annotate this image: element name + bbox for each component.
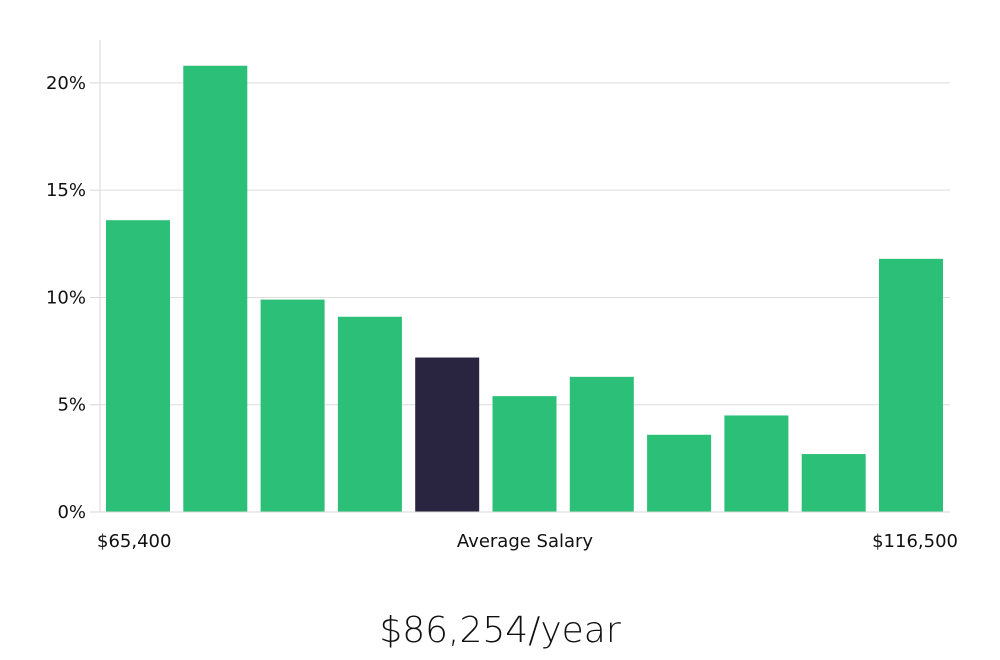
x-max-label: $116,500 <box>872 531 958 552</box>
y-tick-label: 5% <box>57 395 86 416</box>
y-tick-label: 15% <box>46 180 86 201</box>
highlighted-bar <box>415 357 480 512</box>
x-center-label: Average Salary <box>457 531 594 552</box>
bar <box>724 415 789 512</box>
bar <box>337 316 402 512</box>
labels-layer: 0% 5% 10% 15% 20% $65,400 Average Salary $116,5… <box>46 73 958 552</box>
salary-summary: $86,254/year <box>379 610 621 651</box>
bar <box>183 65 248 512</box>
bar <box>879 258 943 512</box>
bar <box>492 396 557 512</box>
x-min-label: $65,400 <box>97 531 171 552</box>
bar <box>106 220 170 512</box>
axes-layer <box>90 40 950 513</box>
bars-layer <box>106 65 943 512</box>
bar <box>569 376 634 512</box>
y-tick-label: 10% <box>46 287 86 308</box>
bar <box>647 434 712 512</box>
bar <box>801 454 866 512</box>
y-tick-label: 20% <box>46 73 86 94</box>
y-tick-label: 0% <box>57 502 86 523</box>
bar <box>260 299 325 512</box>
